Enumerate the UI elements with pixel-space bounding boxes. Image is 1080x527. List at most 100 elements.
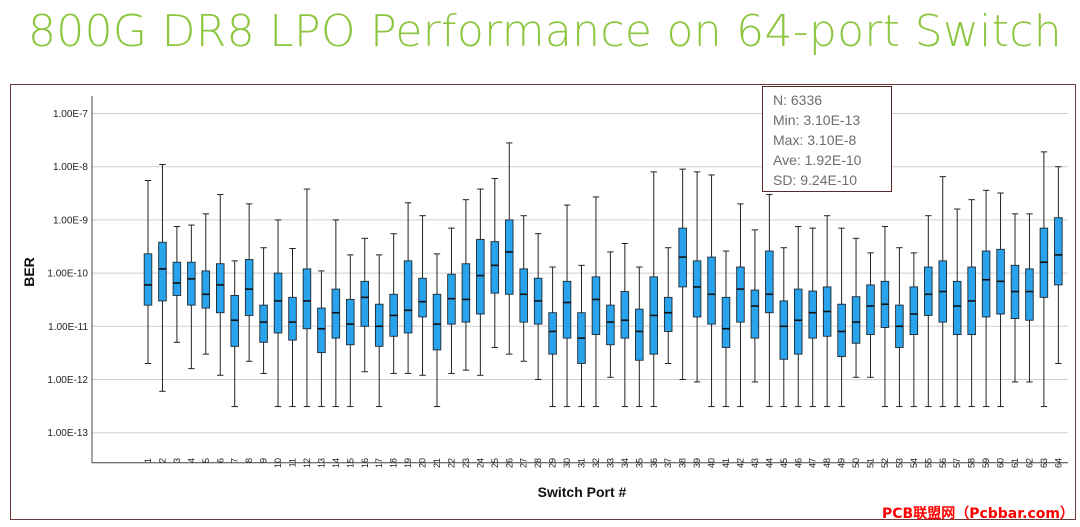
x-tick-label: 58 [967,458,977,468]
box-port-43 [750,289,760,339]
box-port-37 [663,296,673,332]
x-tick-label: 7 [230,458,240,463]
x-tick-label: 55 [923,458,933,468]
box-port-11 [288,296,297,341]
box-port-2 [158,241,167,302]
chart-frame [10,84,1076,520]
x-tick-label: 52 [880,458,890,468]
box-port-15 [346,298,355,346]
x-tick-label: 10 [273,458,283,468]
x-tick-label: 33 [605,458,615,468]
x-tick-label: 41 [721,458,731,468]
x-tick-label: 27 [519,458,529,468]
x-tick-label: 60 [996,458,1006,468]
x-tick-label: 5 [201,458,211,463]
x-tick-label: 59 [981,458,991,468]
x-tick-label: 23 [461,458,471,468]
box-port-46 [794,288,803,355]
box-port-45 [779,300,789,360]
x-tick-label: 53 [894,458,904,468]
y-tick-label: 1.00E-7 [53,109,88,120]
x-tick-label: 62 [1024,458,1034,468]
x-tick-label: 43 [750,458,760,468]
x-tick-label: 44 [764,458,774,468]
x-tick-label: 42 [735,458,745,468]
x-tick-label: 54 [909,458,919,468]
x-tick-label: 34 [620,458,630,468]
x-tick-label: 1 [143,458,153,463]
stats-box: N: 6336 Min: 3.10E-13 Max: 3.10E-8 Ave: … [762,86,892,192]
x-tick-label: 26 [504,458,514,468]
box-port-1 [143,253,153,306]
box-port-34 [620,291,630,339]
x-tick-label: 45 [779,458,789,468]
x-tick-label: 15 [345,458,355,468]
box-port-10 [273,272,283,334]
box-port-59 [981,250,991,318]
x-tick-label: 20 [418,458,428,468]
box-port-5 [201,270,211,309]
box-port-8 [244,259,254,316]
box-port-54 [909,286,919,335]
box-port-64 [1054,217,1063,286]
x-tick-label: 49 [837,458,847,468]
x-tick-label: 19 [403,458,413,468]
box-port-29 [548,312,557,355]
x-tick-label: 2 [157,458,167,463]
x-tick-label: 37 [663,458,673,468]
x-tick-label: 38 [678,458,688,468]
box-port-57 [952,280,962,335]
y-tick-label: 1.00E-13 [47,428,88,439]
x-tick-label: 29 [548,458,558,468]
stats-ave: Ave: 1.92E-10 [773,152,862,168]
stats-min: Min: 3.10E-13 [773,112,861,128]
x-tick-label: 25 [490,458,500,468]
x-tick-label: 51 [866,458,876,468]
x-tick-label: 48 [822,458,832,468]
x-tick-label: 6 [215,458,225,463]
x-tick-label: 24 [475,458,485,468]
x-tick-label: 36 [649,458,659,468]
watermark: PCB联盟网（Pcbbar.com） [882,506,1074,522]
stats-max: Max: 3.10E-8 [773,132,857,148]
x-tick-label: 63 [1039,458,1049,468]
y-tick-label: 1.00E-9 [53,215,88,226]
box-port-27 [519,268,528,323]
box-port-55 [924,266,933,316]
y-tick-label: 1.00E-8 [53,162,88,173]
x-tick-label: 56 [938,458,948,468]
x-tick-label: 21 [432,458,442,468]
box-port-17 [374,303,384,347]
box-port-21 [432,293,442,351]
x-tick-label: 40 [707,458,717,468]
x-tick-label: 3 [172,458,182,463]
box-port-30 [562,280,572,339]
x-tick-label: 30 [562,458,572,468]
box-port-44 [765,250,774,314]
x-tick-label: 35 [634,458,644,468]
stats-n: N: 6336 [773,92,823,108]
x-axis-title: Switch Port # [538,484,627,500]
x-tick-label: 4 [186,458,196,463]
box-port-25 [490,241,500,294]
box-port-20 [418,277,427,318]
x-tick-label: 31 [577,458,587,468]
box-port-12 [302,268,312,330]
x-tick-label: 32 [591,458,601,468]
box-port-3 [172,261,182,296]
x-tick-label: 8 [244,458,254,463]
box-port-14 [331,288,341,339]
x-tick-label: 46 [793,458,803,468]
x-tick-label: 39 [692,458,702,468]
x-tick-label: 61 [1010,458,1020,468]
box-port-32 [591,276,601,335]
x-tick-label: 57 [952,458,962,468]
box-port-39 [692,260,702,318]
box-port-19 [403,260,413,334]
box-port-47 [808,290,817,339]
x-tick-label: 64 [1053,458,1063,468]
box-port-23 [461,263,471,323]
x-tick-label: 47 [808,458,818,468]
x-tick-label: 18 [389,458,399,468]
